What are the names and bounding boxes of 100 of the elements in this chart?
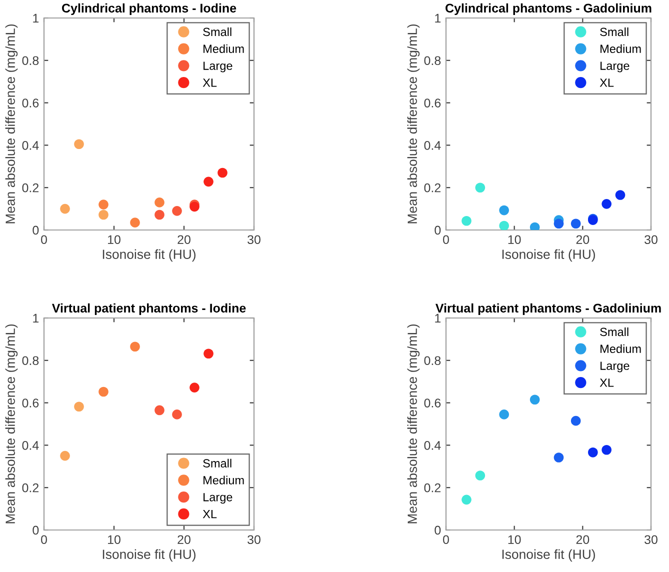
y-tick-label: 0.4	[22, 441, 39, 450]
point	[154, 405, 164, 416]
x-tick-label: 10	[508, 535, 521, 544]
legend-label: Large	[600, 362, 630, 372]
x-tick-label: 20	[576, 535, 590, 544]
legend-label: Medium	[600, 344, 641, 354]
point	[588, 448, 598, 458]
y-tick-label: 1	[33, 14, 39, 23]
y-tick-label: 0.4	[22, 141, 39, 150]
point	[74, 139, 84, 150]
legend-label: XL	[202, 78, 217, 87]
y-tick-label: 0.2	[424, 183, 441, 192]
point	[570, 218, 581, 229]
point	[462, 216, 472, 226]
chart-title: Cylindrical phantoms - Gadolinium	[446, 3, 652, 16]
y-tick-label: 0	[32, 526, 39, 535]
chart-title: Virtual patient phantoms - Gadolinium	[436, 303, 661, 316]
y-axis-title: Mean absolute difference (mg/mL)	[407, 24, 420, 224]
y-tick-label: 0.4	[424, 141, 441, 150]
point	[172, 206, 182, 216]
legend-label: Small	[203, 458, 232, 468]
point	[499, 220, 509, 230]
point	[475, 470, 486, 480]
legend-label: XL	[600, 378, 614, 387]
y-tick-label: 1	[435, 314, 441, 323]
chart-title: Virtual patient phantoms - Iodine	[52, 303, 246, 316]
y-tick-label: 0.6	[22, 398, 39, 408]
point	[154, 198, 164, 208]
y-axis-title: Mean absolute difference (mg/mL)	[5, 324, 18, 524]
x-axis-title: Isonoise fit (HU)	[102, 249, 196, 262]
point	[499, 205, 509, 216]
point	[530, 394, 540, 405]
point	[98, 200, 108, 210]
point	[190, 202, 200, 212]
y-tick-label: 0.8	[22, 56, 39, 66]
point	[130, 342, 140, 352]
legend-label: Large	[600, 62, 630, 72]
y-tick-label: 0.8	[424, 356, 441, 366]
y-tick-label: 0.2	[22, 183, 39, 192]
y-tick-label: 0.4	[424, 441, 441, 450]
point	[615, 190, 626, 200]
legend-label: XL	[202, 510, 217, 518]
legend-label: Medium	[204, 44, 244, 54]
legend-label: Large	[204, 62, 232, 72]
y-axis-title: Mean absolute difference (mg/mL)	[407, 324, 420, 524]
point	[60, 450, 70, 461]
point	[154, 210, 164, 220]
x-tick-label: 20	[576, 235, 590, 244]
point	[218, 168, 228, 178]
point	[602, 444, 612, 455]
legend-label: Small	[203, 27, 232, 36]
y-tick-label: 0.6	[424, 398, 441, 408]
x-tick-label: 10	[108, 235, 120, 244]
point	[499, 410, 509, 420]
y-tick-label: 0.8	[424, 56, 441, 66]
legend-label: Medium	[600, 44, 641, 54]
x-axis-title: Isonoise fit (HU)	[102, 549, 196, 562]
x-axis-title: Isonoise fit (HU)	[502, 249, 595, 262]
x-tick-label: 10	[108, 535, 120, 544]
point	[570, 416, 581, 426]
point	[190, 382, 200, 392]
x-tick-label: 20	[178, 535, 190, 544]
x-tick-label: 30	[248, 235, 260, 244]
y-tick-label: 0	[434, 526, 441, 535]
x-tick-label: 30	[644, 235, 658, 244]
x-tick-label: 0	[41, 535, 47, 544]
x-tick-label: 0	[443, 535, 449, 544]
point	[462, 494, 472, 505]
point	[130, 218, 140, 228]
y-tick-label: 0.8	[22, 356, 39, 366]
y-tick-label: 0.2	[22, 483, 39, 492]
y-tick-label: 0	[32, 226, 39, 235]
point	[98, 386, 108, 397]
point	[602, 199, 612, 209]
point	[204, 348, 214, 359]
x-tick-label: 20	[178, 235, 190, 244]
legend-label: Medium	[204, 476, 244, 484]
x-tick-label: 0	[41, 235, 47, 244]
y-tick-label: 0.2	[424, 483, 441, 492]
x-axis-title: Isonoise fit (HU)	[502, 549, 595, 562]
point	[204, 176, 214, 187]
point	[475, 182, 486, 193]
chart-title: Cylindrical phantoms - Iodine	[62, 3, 236, 16]
legend-label: XL	[600, 78, 614, 87]
point	[60, 204, 70, 214]
x-tick-label: 0	[443, 235, 449, 244]
y-tick-label: 0	[434, 226, 441, 235]
x-tick-label: 30	[644, 535, 658, 544]
legend-label: Small	[600, 327, 628, 336]
x-tick-label: 30	[248, 535, 260, 544]
point	[98, 210, 108, 220]
y-tick-label: 1	[33, 314, 39, 323]
point	[554, 452, 564, 462]
point	[554, 218, 564, 229]
y-axis-title: Mean absolute difference (mg/mL)	[5, 24, 18, 224]
y-tick-label: 1	[435, 14, 441, 23]
y-tick-label: 0.6	[22, 98, 39, 108]
y-tick-label: 0.6	[424, 98, 441, 108]
legend-label: Small	[600, 27, 628, 36]
point	[74, 402, 84, 412]
